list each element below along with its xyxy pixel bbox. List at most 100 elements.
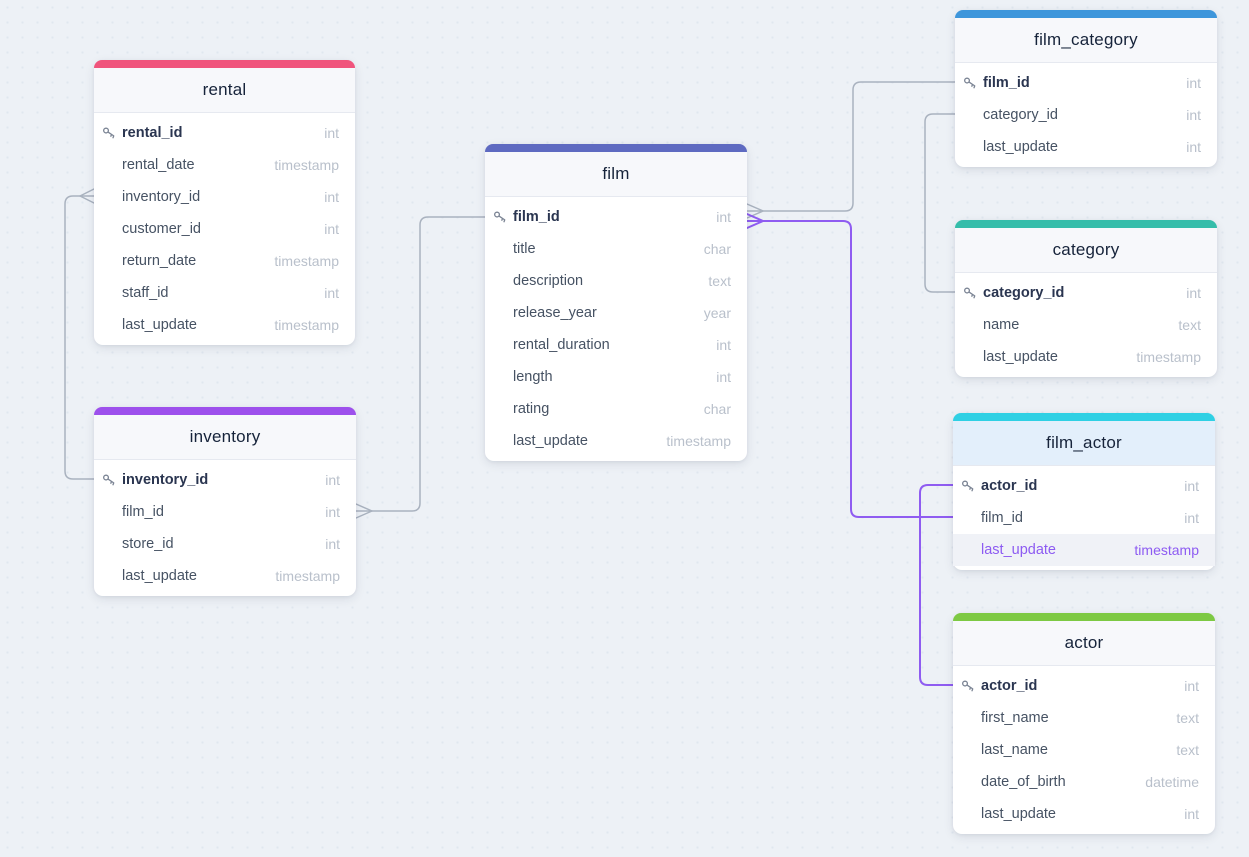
field-row-first_name[interactable]: first_name text [953, 702, 1215, 734]
table-film_actor[interactable]: film_actor actor_id int film_id int last_upd… [953, 413, 1215, 570]
field-type: timestamp [274, 157, 339, 173]
table-header[interactable]: rental [94, 68, 355, 113]
field-row-actor_id[interactable]: actor_id int [953, 470, 1215, 502]
field-type: timestamp [274, 317, 339, 333]
field-row-film_id[interactable]: film_id int [485, 201, 747, 233]
field-type: timestamp [666, 433, 731, 449]
field-row-film_id[interactable]: film_id int [955, 67, 1217, 99]
field-name: title [513, 241, 536, 257]
field-name: last_update [981, 542, 1056, 558]
field-name: category_id [983, 285, 1065, 301]
table-inventory[interactable]: inventory inventory_id int film_id int store… [94, 407, 356, 596]
table-accent-bar [485, 144, 747, 152]
table-header[interactable]: actor [953, 621, 1215, 666]
field-row-last_update[interactable]: last_update int [953, 798, 1215, 830]
field-row-last_update[interactable]: last_update timestamp [955, 341, 1217, 373]
field-type: int [324, 285, 339, 301]
table-header[interactable]: category [955, 228, 1217, 273]
field-row-inventory_id[interactable]: inventory_id int [94, 464, 356, 496]
field-row-rental_duration[interactable]: rental_duration int [485, 329, 747, 361]
table-title: film_category [1034, 30, 1138, 49]
field-row-category_id[interactable]: category_id int [955, 99, 1217, 131]
field-row-rental_date[interactable]: rental_date timestamp [94, 149, 355, 181]
field-name: last_update [983, 139, 1058, 155]
field-type: int [1184, 478, 1199, 494]
table-rental[interactable]: rental rental_id int rental_date timestamp i… [94, 60, 355, 345]
field-type: int [1184, 678, 1199, 694]
field-type: datetime [1145, 774, 1199, 790]
edge-rental-inventory[interactable] [64, 188, 95, 480]
field-row-last_update[interactable]: last_update timestamp [953, 534, 1215, 566]
field-type: int [1186, 139, 1201, 155]
field-row-staff_id[interactable]: staff_id int [94, 277, 355, 309]
table-film_category[interactable]: film_category film_id int category_id int la… [955, 10, 1217, 167]
field-name: inventory_id [122, 189, 201, 205]
table-title: inventory [189, 427, 261, 446]
field-name: last_name [981, 742, 1048, 758]
field-row-actor_id[interactable]: actor_id int [953, 670, 1215, 702]
field-type: text [1176, 710, 1199, 726]
field-row-last_update[interactable]: last_update timestamp [94, 309, 355, 341]
field-type: timestamp [275, 568, 340, 584]
table-header[interactable]: film_category [955, 18, 1217, 63]
edge-actor-film_actor[interactable] [919, 484, 954, 686]
field-type: year [703, 305, 731, 321]
field-name: film_id [513, 209, 560, 225]
field-row-inventory_id[interactable]: inventory_id int [94, 181, 355, 213]
field-name: film_id [983, 75, 1030, 91]
field-row-rating[interactable]: rating char [485, 393, 747, 425]
field-row-title[interactable]: title char [485, 233, 747, 265]
field-name: last_update [981, 806, 1056, 822]
field-type: int [1186, 75, 1201, 91]
field-row-last_update[interactable]: last_update timestamp [94, 560, 356, 592]
field-row-date_of_birth[interactable]: date_of_birth datetime [953, 766, 1215, 798]
table-title: category [1052, 240, 1120, 259]
table-header[interactable]: film_actor [953, 421, 1215, 466]
field-row-length[interactable]: length int [485, 361, 747, 393]
crow-foot-icon [746, 213, 764, 229]
field-row-name[interactable]: name text [955, 309, 1217, 341]
field-row-film_id[interactable]: film_id int [953, 502, 1215, 534]
field-row-last_update[interactable]: last_update int [955, 131, 1217, 163]
table-film[interactable]: film film_id int title char description text r… [485, 144, 747, 461]
edge-inventory-film[interactable] [355, 216, 486, 519]
field-row-description[interactable]: description text [485, 265, 747, 297]
field-row-rental_id[interactable]: rental_id int [94, 117, 355, 149]
field-row-last_update[interactable]: last_update timestamp [485, 425, 747, 457]
field-type: int [1184, 510, 1199, 526]
table-header[interactable]: inventory [94, 415, 356, 460]
crow-foot-icon [79, 188, 95, 204]
field-row-last_name[interactable]: last_name text [953, 734, 1215, 766]
field-row-store_id[interactable]: store_id int [94, 528, 356, 560]
table-title: film [602, 164, 630, 183]
table-category[interactable]: category category_id int name text last_upda… [955, 220, 1217, 377]
crow-foot-icon [355, 503, 373, 519]
field-name: last_update [122, 317, 197, 333]
edge-category-film_category[interactable] [924, 113, 956, 293]
field-list: category_id int name text last_update timesta… [955, 273, 1217, 377]
table-header[interactable]: film [485, 152, 747, 197]
field-type: timestamp [1136, 349, 1201, 365]
edge-film-film_category[interactable] [746, 81, 956, 219]
table-accent-bar [953, 413, 1215, 421]
edge-film-film_actor[interactable] [746, 213, 954, 518]
field-name: release_year [513, 305, 597, 321]
field-row-return_date[interactable]: return_date timestamp [94, 245, 355, 277]
field-name: actor_id [981, 678, 1038, 694]
field-row-category_id[interactable]: category_id int [955, 277, 1217, 309]
table-actor[interactable]: actor actor_id int first_name text last_name… [953, 613, 1215, 834]
field-list: film_id int category_id int last_update int [955, 63, 1217, 167]
primary-key-icon [961, 679, 975, 693]
table-title: film_actor [1046, 433, 1122, 452]
field-name: actor_id [981, 478, 1038, 494]
field-name: date_of_birth [981, 774, 1066, 790]
field-type: int [324, 189, 339, 205]
field-row-customer_id[interactable]: customer_id int [94, 213, 355, 245]
field-name: staff_id [122, 285, 169, 301]
field-type: int [1186, 285, 1201, 301]
field-row-film_id[interactable]: film_id int [94, 496, 356, 528]
field-row-release_year[interactable]: release_year year [485, 297, 747, 329]
field-name: first_name [981, 710, 1049, 726]
table-accent-bar [953, 613, 1215, 621]
field-name: last_update [122, 568, 197, 584]
